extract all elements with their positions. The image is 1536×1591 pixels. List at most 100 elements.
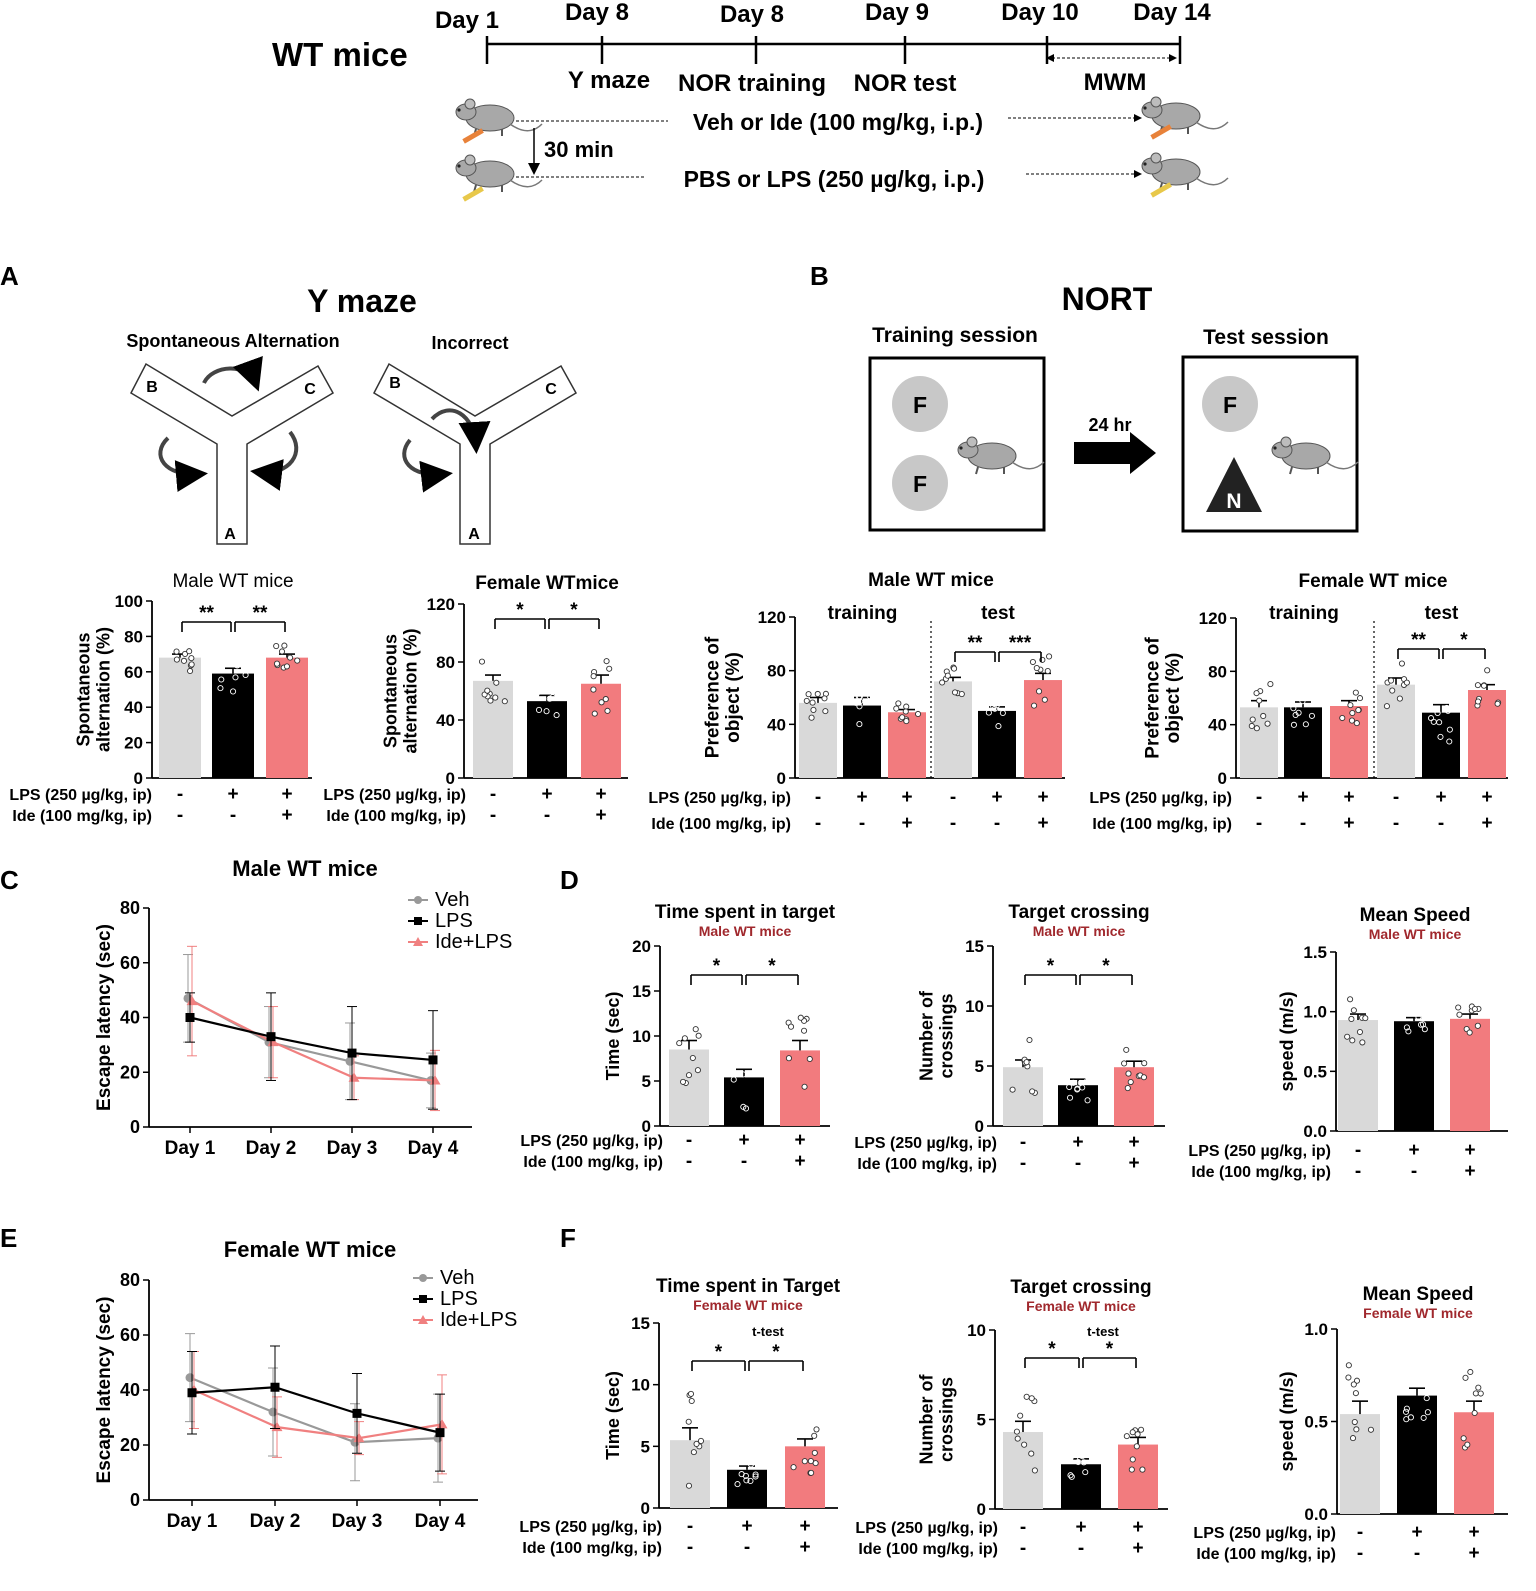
bar <box>1003 1067 1043 1126</box>
treatment-label-lps: LPS (250 µg/kg, ip) <box>519 1519 662 1536</box>
data-point <box>1347 702 1354 709</box>
data-point <box>1026 1036 1033 1044</box>
bar <box>1330 706 1368 778</box>
treatment-sign: - <box>687 1537 693 1558</box>
significance-label: * <box>772 1342 780 1363</box>
data-point <box>1434 709 1441 717</box>
data-point <box>294 657 301 664</box>
data-point <box>1388 677 1395 684</box>
data-point <box>590 686 597 693</box>
y-axis-label: Number ofcrossings <box>917 990 957 1081</box>
data-point <box>1353 1426 1360 1433</box>
chart-title: Female WT mice <box>224 1237 396 1262</box>
treatment-sign: - <box>1438 813 1444 834</box>
series-marker <box>429 1074 441 1085</box>
y-tick-label: 60 <box>124 663 143 682</box>
arena-box <box>1181 355 1359 533</box>
data-point <box>681 1035 688 1042</box>
arm-label: A <box>224 526 236 543</box>
data-point <box>1067 1472 1074 1479</box>
data-point <box>1345 1362 1352 1369</box>
data-point <box>1028 1450 1035 1457</box>
treatment-sign: + <box>1481 813 1492 834</box>
y-tick-label: 40 <box>436 711 455 730</box>
familiar-object-icon <box>892 376 948 432</box>
data-point <box>546 695 553 702</box>
data-point <box>1068 1473 1075 1480</box>
data-point <box>855 693 862 700</box>
y-tick-label: 5 <box>977 1411 986 1430</box>
test-label: Y maze <box>568 67 650 94</box>
treatment-sign: - <box>1075 1153 1081 1174</box>
data-point <box>1031 1467 1038 1474</box>
y-tick-label: 15 <box>632 982 651 1001</box>
y-axis-label-line: object (%) <box>1163 653 1184 744</box>
data-point <box>685 1072 693 1079</box>
data-point <box>1023 1393 1030 1400</box>
significance-label: ** <box>199 603 214 624</box>
data-point <box>1139 1466 1146 1473</box>
panel-title: Y maze <box>307 283 417 319</box>
treatment-sign: + <box>1297 787 1308 808</box>
data-point <box>801 1083 808 1090</box>
chart-title: Time spent in Target <box>656 1276 841 1297</box>
y-axis-label-line: Spontaneous <box>381 634 401 748</box>
data-point <box>689 1054 696 1062</box>
data-point <box>1075 1458 1082 1466</box>
data-point <box>1417 1007 1424 1014</box>
data-point <box>676 1040 683 1047</box>
y-axis-label-line: object (%) <box>723 652 744 743</box>
y-tick-label: 0 <box>130 1117 140 1137</box>
legend-label: LPS <box>435 910 473 932</box>
data-point <box>1302 721 1309 728</box>
series-marker <box>435 1428 445 1438</box>
data-point <box>273 642 280 650</box>
data-point <box>1083 1078 1090 1085</box>
treatment-sign: + <box>1343 813 1354 834</box>
data-point <box>1125 1070 1132 1077</box>
y-tick-label: 1.0 <box>1304 1320 1328 1339</box>
y-tick-label: 80 <box>120 898 140 918</box>
data-point <box>492 694 499 701</box>
group-label: test <box>981 603 1015 624</box>
treatment-sign: - <box>815 813 821 834</box>
arm-label: C <box>304 381 316 398</box>
data-point <box>810 706 817 713</box>
session-label: Training session <box>872 324 1038 347</box>
y-axis-label-line: Number of <box>917 990 937 1081</box>
object-label: F <box>1223 392 1237 418</box>
data-point <box>1290 721 1297 728</box>
day-label: Day 10 <box>1001 0 1078 26</box>
data-point <box>999 709 1006 717</box>
data-point <box>606 665 613 672</box>
data-point <box>549 694 556 701</box>
data-point <box>738 1455 745 1462</box>
series-line <box>191 1386 441 1434</box>
data-point <box>695 1032 702 1039</box>
data-point <box>1249 716 1256 723</box>
data-point <box>1123 1433 1130 1440</box>
treatment-sign: + <box>1468 1522 1479 1543</box>
panel-a-schematic: A Y maze Spontaneous Alternation Incorre… <box>0 261 578 545</box>
data-point <box>1345 1374 1352 1381</box>
treatment-sign: + <box>281 805 292 826</box>
data-point <box>809 699 816 706</box>
treatment-sign: - <box>1020 1517 1026 1538</box>
y-tick-label: 80 <box>436 653 455 672</box>
treatment-sign: - <box>1078 1538 1084 1559</box>
data-point <box>1471 1005 1478 1013</box>
y-axis-label-line: Preference of <box>1142 637 1163 759</box>
data-point <box>1467 1368 1474 1376</box>
series-marker <box>267 1036 279 1047</box>
data-point <box>1477 1390 1484 1397</box>
y-tick-label: 15 <box>965 937 984 956</box>
bar <box>1340 1414 1380 1514</box>
data-point <box>1389 687 1396 694</box>
y-axis-label-line: crossings <box>936 1377 956 1462</box>
treatment-label-ide: Ide (100 mg/kg, ip) <box>523 1154 663 1171</box>
maze-label: Spontaneous Alternation <box>126 331 339 351</box>
treatment-sign: + <box>799 1537 810 1558</box>
y-tick-label: 0 <box>777 769 786 788</box>
data-point <box>1253 690 1260 697</box>
group-label: test <box>1425 603 1459 624</box>
